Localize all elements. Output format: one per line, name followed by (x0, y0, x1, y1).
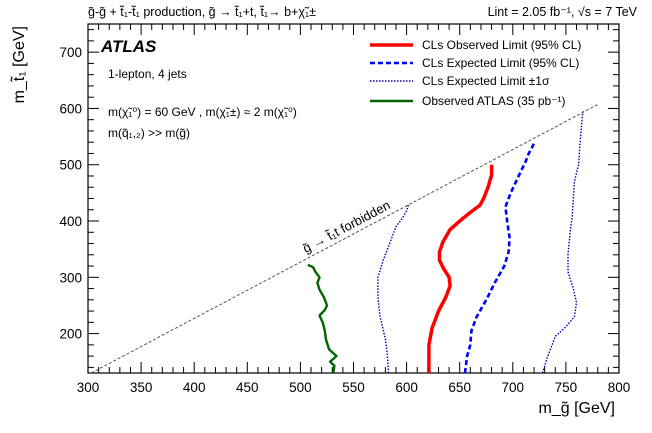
series-layer (307, 111, 584, 373)
x-tick-label: 650 (448, 380, 471, 395)
x-tick-label: 300 (77, 380, 100, 395)
top-right-title: Lint = 2.05 fb⁻¹, √s = 7 TeV (488, 5, 638, 19)
series-line-1 (463, 142, 536, 373)
plot-frame (87, 23, 620, 374)
x-tick-label: 350 (130, 380, 153, 395)
y-tick-label: 700 (59, 45, 82, 60)
assumption-label-1: m(χ̃₁⁰) = 60 GeV , m(χ̃₁±) ≈ 2 m(χ̃₁⁰) (108, 105, 297, 119)
x-tick-label: 750 (555, 380, 578, 395)
selection-label: 1-lepton, 4 jets (108, 67, 187, 81)
x-tick-label: 450 (236, 380, 259, 395)
kinematic-boundary-line (90, 104, 598, 374)
y-tick-label: 600 (59, 101, 82, 116)
y-tick-label: 200 (59, 327, 82, 342)
y-axis-title: m_t̃₁ [GeV] (9, 26, 28, 103)
assumption-label-2: m(q̃₁,₂) >> m(g̃) (108, 126, 190, 140)
x-tick-label: 700 (502, 380, 525, 395)
series-line-4 (307, 263, 338, 373)
axis-tick-labels: 300 350 400 450 500 550 600 650 700 750 800 200 300 4… (59, 45, 630, 395)
y-tick-label: 400 (59, 214, 82, 229)
axis-ticks (87, 24, 620, 373)
atlas-label: ATLAS (100, 37, 157, 56)
series-line-0 (427, 164, 494, 373)
x-tick-label: 550 (342, 380, 365, 395)
x-tick-label: 400 (183, 380, 206, 395)
series-line-3 (541, 111, 584, 373)
x-tick-label: 500 (289, 380, 312, 395)
y-tick-label: 500 (59, 158, 82, 173)
legend-label-expected: CLs Expected Limit (95% CL) (422, 56, 579, 70)
x-axis-title: m_g̃ [GeV] (539, 400, 615, 417)
x-tick-label: 800 (608, 380, 631, 395)
legend: CLs Observed Limit (95% CL) CLs Expected… (370, 38, 581, 108)
y-tick-label: 300 (59, 270, 82, 285)
top-left-title: g̃-g̃ + t̃₁-t̃₁ production, g̃ → t̃₁+t, … (88, 4, 316, 19)
legend-label-expected-band: CLs Expected Limit ±1σ (422, 74, 550, 88)
legend-label-atlas-35pb: Observed ATLAS (35 pb⁻¹) (422, 94, 566, 108)
series-line-2 (377, 203, 410, 373)
x-tick-label: 600 (395, 380, 418, 395)
legend-label-observed: CLs Observed Limit (95% CL) (422, 38, 581, 52)
